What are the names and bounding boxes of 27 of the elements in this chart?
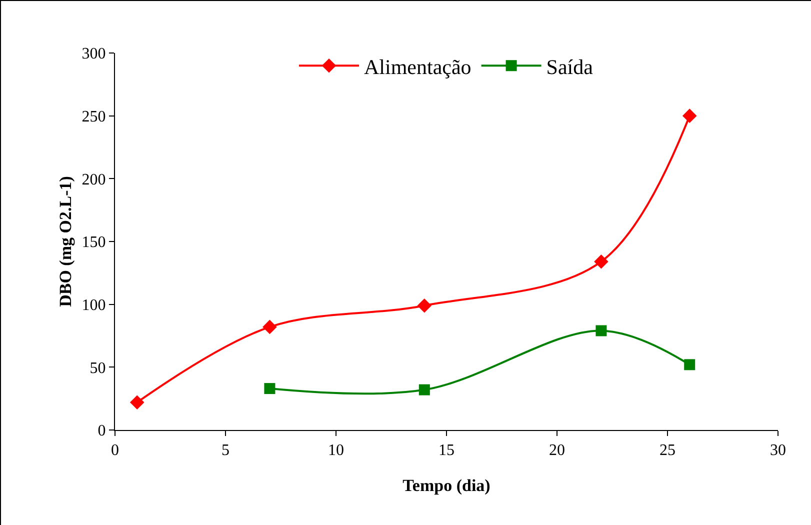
y-tick-label: 300: [82, 46, 106, 63]
y-tick-label: 150: [82, 234, 106, 252]
point: [264, 383, 276, 394]
y-tick-label: 0: [98, 422, 106, 440]
x-tick-label: 10: [328, 442, 344, 460]
x-tick-label: 5: [222, 442, 230, 460]
point: [130, 395, 144, 410]
point: [418, 384, 430, 396]
x-tick-label: 0: [111, 442, 119, 460]
x-tick-label: 25: [660, 442, 676, 460]
legend-label: Alimentação: [364, 54, 472, 79]
legend-label: Saída: [546, 54, 594, 79]
y-tick-label: 50: [90, 360, 106, 377]
y-tick-label: 100: [82, 296, 106, 314]
x-tick-label: 15: [438, 442, 454, 460]
point: [596, 325, 607, 336]
y-axis-title: DBO (mg O2.L-1): [56, 176, 75, 307]
x-tick-label: 30: [770, 442, 786, 460]
point: [594, 254, 608, 269]
point: [262, 320, 277, 334]
x-tick-label: 20: [549, 442, 565, 460]
point: [682, 108, 697, 123]
y-tick-label: 250: [82, 108, 106, 126]
point: [417, 298, 432, 313]
point: [684, 359, 696, 370]
x-axis-title: Tempo (dia): [402, 476, 490, 495]
y-tick-label: 200: [82, 171, 106, 188]
